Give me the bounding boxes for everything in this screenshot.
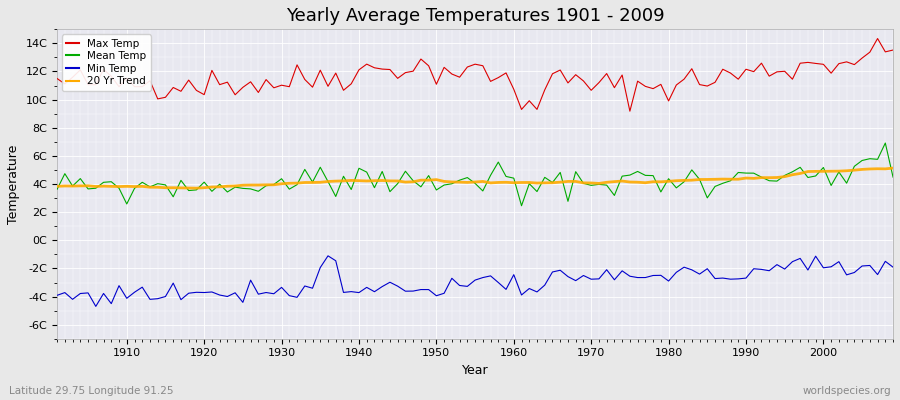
X-axis label: Year: Year — [462, 364, 489, 377]
Title: Yearly Average Temperatures 1901 - 2009: Yearly Average Temperatures 1901 - 2009 — [286, 7, 664, 25]
Text: worldspecies.org: worldspecies.org — [803, 386, 891, 396]
Text: Latitude 29.75 Longitude 91.25: Latitude 29.75 Longitude 91.25 — [9, 386, 174, 396]
Legend: Max Temp, Mean Temp, Min Temp, 20 Yr Trend: Max Temp, Mean Temp, Min Temp, 20 Yr Tre… — [62, 34, 150, 91]
Y-axis label: Temperature: Temperature — [7, 144, 20, 224]
